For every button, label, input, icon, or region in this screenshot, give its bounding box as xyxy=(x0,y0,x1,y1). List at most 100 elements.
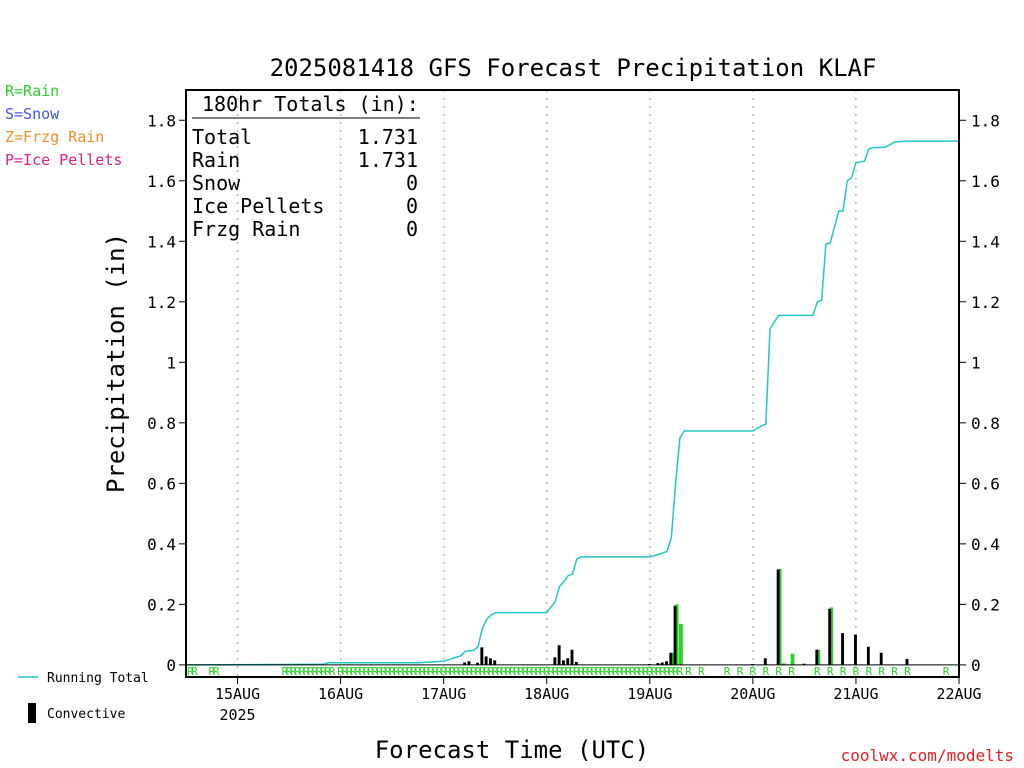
ptype-marker-r: R xyxy=(440,665,447,678)
ptype-marker-r: R xyxy=(788,665,795,678)
ptype-legend-item: P=Ice Pellets xyxy=(5,151,122,169)
rain-bar xyxy=(790,653,795,665)
y-axis-left: 0 0.2 0.4 0.6 0.8 1 1.2 1.4 1.6 1.8 xyxy=(147,111,186,675)
ptype-marker-r: R xyxy=(307,665,314,678)
ptype-marker-r: R xyxy=(294,665,301,678)
ptype-marker-r: R xyxy=(526,665,533,678)
convective-bar xyxy=(854,634,857,665)
ptype-marker-r: R xyxy=(612,665,619,678)
ptype-marker-r: R xyxy=(492,665,499,678)
ptype-marker-r: R xyxy=(397,665,404,678)
ptype-marker-r: R xyxy=(814,665,821,678)
x-tick-label: 22AUG xyxy=(936,685,981,703)
grid-lines xyxy=(236,90,857,677)
ptype-marker-r: R xyxy=(500,665,507,678)
ptype-marker-r: R xyxy=(406,665,413,678)
y-axis-title: Precipitation (in) xyxy=(102,233,130,493)
ptype-marker-r: R xyxy=(569,665,576,678)
totals-row-value: 0 xyxy=(406,217,418,241)
convective-bar xyxy=(776,569,780,665)
ptype-marker-r: R xyxy=(488,665,495,678)
ptype-marker-r: R xyxy=(866,665,873,678)
ptype-marker-r: R xyxy=(891,665,898,678)
ptype-marker-r: R xyxy=(359,665,366,678)
y-tick-label-left: 1 xyxy=(166,353,176,372)
ptype-marker-r: R xyxy=(737,665,744,678)
rain-bar xyxy=(829,607,834,665)
totals-row-label: Total xyxy=(192,125,252,149)
y-tick-label-right: 1.8 xyxy=(971,111,1000,130)
ptype-marker-r: R xyxy=(312,665,319,678)
ptype-marker-r: R xyxy=(389,665,396,678)
ptype-marker-r: R xyxy=(943,665,950,678)
convective-bar xyxy=(484,656,488,665)
y-tick-label-left: 1.6 xyxy=(147,172,176,191)
ptype-marker-r: R xyxy=(466,665,473,678)
ptype-marker-r: R xyxy=(402,665,409,678)
y-tick-label-left: 0.4 xyxy=(147,535,176,554)
convective-bar xyxy=(557,645,561,665)
convective-bar xyxy=(802,663,806,665)
y-tick-label-right: 0.2 xyxy=(971,595,1000,614)
ptype-marker-r: R xyxy=(634,665,641,678)
y-tick-label-left: 1.8 xyxy=(147,111,176,130)
ptype-marker-r: R xyxy=(677,665,684,678)
ptype-marker-r: R xyxy=(535,665,542,678)
ptype-legend: R=Rain S=Snow Z=Frzg Rain P=Ice Pellets xyxy=(5,82,122,169)
y-tick-label-right: 1.4 xyxy=(971,232,1000,251)
rain-bar xyxy=(670,652,675,665)
legend-running-total-label: Running Total xyxy=(47,671,149,686)
ptype-marker-r: R xyxy=(432,665,439,678)
y-tick-label-right: 0.4 xyxy=(971,535,1000,554)
convective-bar xyxy=(553,657,557,665)
legend-convective-label: Convective xyxy=(47,707,125,722)
ptype-marker-r: R xyxy=(410,665,417,678)
x-tick-label: 15AUG xyxy=(215,685,260,703)
ptype-marker-r: R xyxy=(445,665,452,678)
ptype-marker-r: R xyxy=(329,665,336,678)
ptype-marker-r: R xyxy=(191,665,198,678)
y-tick-label-left: 0.2 xyxy=(147,595,176,614)
ptype-marker-r: R xyxy=(827,665,834,678)
y-tick-label-right: 0 xyxy=(971,656,981,675)
ptype-marker-r: R xyxy=(685,665,692,678)
convective-bar xyxy=(566,658,570,665)
x-tick-label: 21AUG xyxy=(833,685,878,703)
convective-bar xyxy=(879,652,883,665)
chart-title: 2025081418 GFS Forecast Precipitation KL… xyxy=(270,54,877,82)
x-tick-label: 16AUG xyxy=(318,685,363,703)
convective-bar xyxy=(463,662,467,665)
ptype-marker-r: R xyxy=(616,665,623,678)
ptype-marker-r: R xyxy=(642,665,649,678)
x-tick-label: 17AUG xyxy=(421,685,466,703)
ptype-marker-r: R xyxy=(659,665,666,678)
totals-row-value: 0 xyxy=(406,171,418,195)
y-tick-label-right: 0.8 xyxy=(971,414,1000,433)
plot-frame xyxy=(185,89,960,678)
ptype-marker-r: R xyxy=(367,665,374,678)
ptype-marker-r: R xyxy=(281,665,288,678)
y-tick-label-left: 1.2 xyxy=(147,293,176,312)
rain-bar xyxy=(777,568,782,665)
ptype-marker-r: R xyxy=(668,665,675,678)
ptype-marker-r: R xyxy=(904,665,911,678)
ptype-marker-r: R xyxy=(724,665,731,678)
x-tick-label: 18AUG xyxy=(524,685,569,703)
ptype-marker-r: R xyxy=(595,665,602,678)
ptype-marker-r: R xyxy=(561,665,568,678)
ptype-legend-item: R=Rain xyxy=(5,82,59,100)
ptype-marker-r: R xyxy=(629,665,636,678)
y-tick-label-left: 0.6 xyxy=(147,474,176,493)
y-axis-right: 0 0.2 0.4 0.6 0.8 1 1.2 1.4 1.6 1.8 xyxy=(959,111,1000,675)
convective-bar xyxy=(660,662,664,665)
ptype-marker-r: R xyxy=(299,665,306,678)
totals-row-label: Snow xyxy=(192,171,241,195)
ptype-marker-r: R xyxy=(853,665,860,678)
ptype-marker-r: R xyxy=(393,665,400,678)
ptype-marker-r: R xyxy=(479,665,486,678)
ptype-marker-r: R xyxy=(324,665,331,678)
ptype-marker-r: R xyxy=(552,665,559,678)
ptype-marker-r: R xyxy=(385,665,392,678)
totals-box: 180hr Totals (in): Total 1.731 Rain 1.731 Sn… xyxy=(192,92,420,241)
